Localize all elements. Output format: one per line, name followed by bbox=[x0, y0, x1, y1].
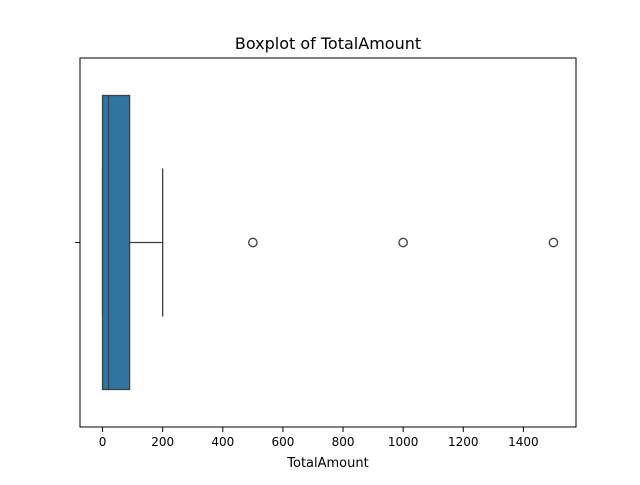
x-tick-label-2: 400 bbox=[211, 435, 234, 449]
x-tick-label-7: 1400 bbox=[508, 435, 539, 449]
x-tick-label-5: 1000 bbox=[388, 435, 419, 449]
x-axis-label: TotalAmount bbox=[286, 456, 368, 471]
x-tick-label-6: 1200 bbox=[448, 435, 479, 449]
x-tick-label-4: 800 bbox=[332, 435, 355, 449]
outlier-point-2 bbox=[548, 237, 559, 248]
chart-title: Boxplot of TotalAmount bbox=[235, 34, 421, 53]
outlier-point-1 bbox=[398, 237, 409, 248]
outlier-point-0 bbox=[247, 237, 258, 248]
x-tick-label-3: 600 bbox=[271, 435, 294, 449]
x-tick-label-0: 0 bbox=[99, 435, 107, 449]
plot-area: 0 200 400 600 800 1000 1200 1400 bbox=[75, 57, 577, 449]
x-tick-label-1: 200 bbox=[151, 435, 174, 449]
box-iqr bbox=[101, 94, 131, 391]
